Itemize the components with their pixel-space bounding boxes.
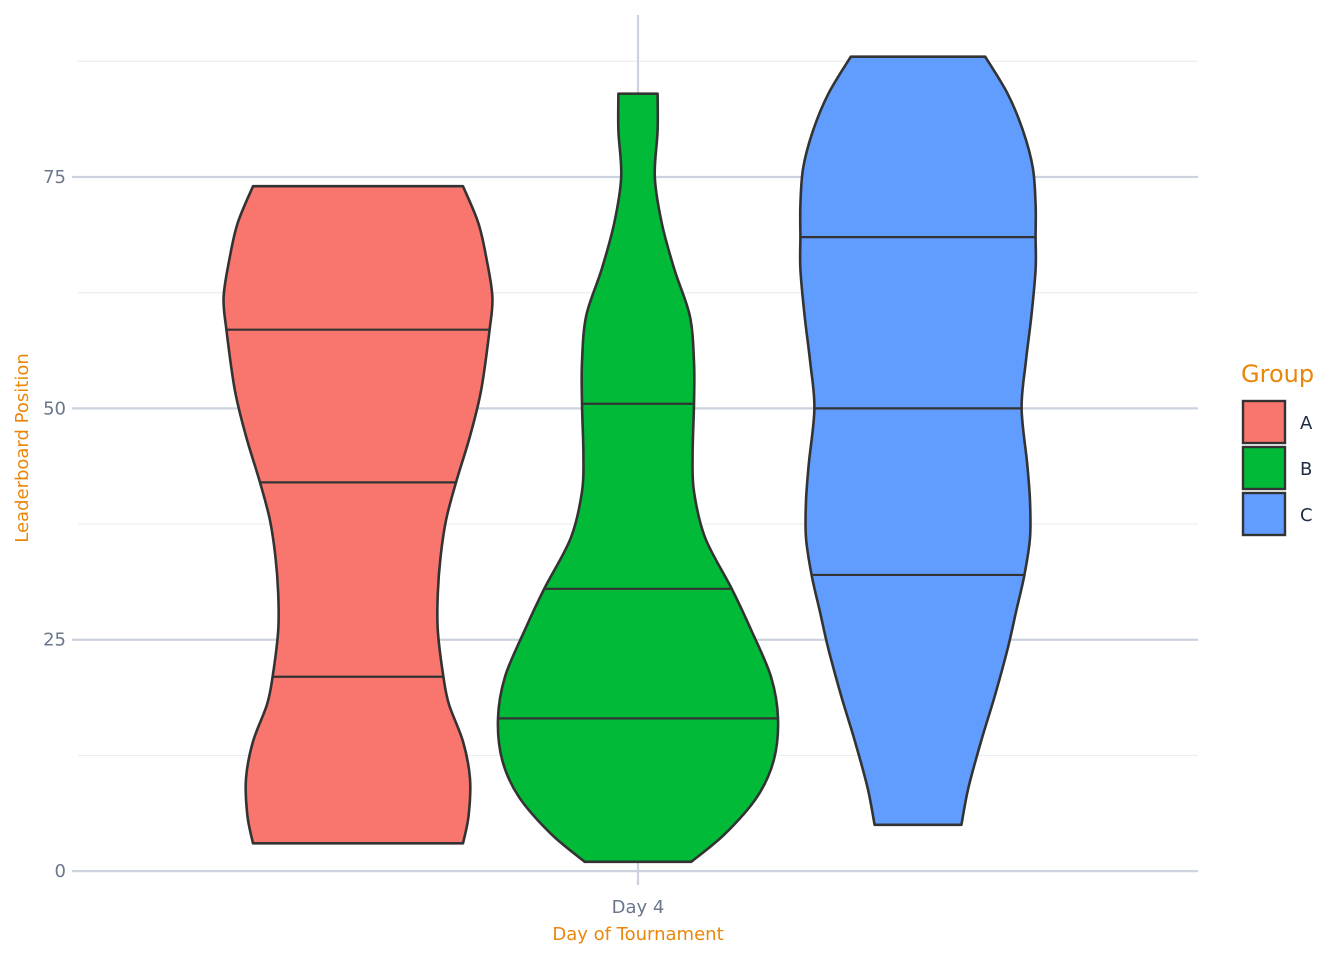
y-tick-label: 25 [43, 630, 66, 651]
legend-swatch [1241, 399, 1287, 445]
violin-body [496, 92, 780, 864]
legend-swatch [1241, 491, 1287, 537]
violin-c [798, 55, 1038, 827]
legend-item-c: C [1241, 491, 1313, 537]
y-tick-label: 50 [43, 398, 66, 419]
x-axis-title: Day of Tournament [552, 924, 723, 945]
legend-item-b: B [1241, 445, 1312, 491]
legend-swatch [1241, 445, 1287, 491]
legend-label: C [1300, 505, 1313, 526]
y-tick-label: 75 [43, 167, 66, 188]
violin-a [222, 184, 494, 845]
y-tick-label: 0 [55, 861, 66, 882]
x-axis-ticks: Day 4 [612, 897, 665, 918]
legend-label: A [1300, 413, 1313, 434]
violin-body [798, 55, 1038, 827]
violin-b [496, 92, 780, 864]
legend-label: B [1300, 459, 1312, 480]
legend: Group A B C [1241, 360, 1314, 537]
violin-plot-area [222, 55, 1038, 864]
y-axis-title: Leaderboard Position [12, 353, 33, 543]
legend-title: Group [1241, 360, 1314, 388]
y-axis-ticks: 0 25 50 75 [43, 167, 66, 882]
violin-body [222, 184, 494, 845]
x-tick-label: Day 4 [612, 897, 665, 918]
legend-item-a: A [1241, 399, 1313, 445]
